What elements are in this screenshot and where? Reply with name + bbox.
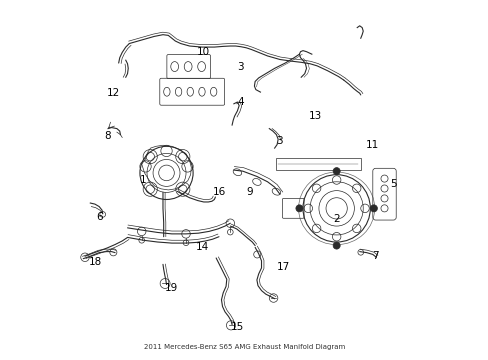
Circle shape bbox=[369, 205, 377, 212]
Text: 6: 6 bbox=[96, 212, 102, 222]
Text: 13: 13 bbox=[308, 111, 322, 121]
Text: 12: 12 bbox=[106, 88, 120, 98]
Text: 16: 16 bbox=[213, 188, 226, 197]
Circle shape bbox=[332, 242, 340, 249]
Text: 7: 7 bbox=[371, 251, 378, 261]
Text: 1: 1 bbox=[140, 175, 146, 185]
Circle shape bbox=[295, 205, 303, 212]
Text: 4: 4 bbox=[237, 97, 244, 107]
Text: 3: 3 bbox=[237, 62, 244, 72]
Text: 15: 15 bbox=[230, 322, 244, 332]
Text: 17: 17 bbox=[276, 262, 289, 272]
Text: 19: 19 bbox=[165, 283, 178, 293]
Circle shape bbox=[332, 168, 340, 175]
Text: 2011 Mercedes-Benz S65 AMG Exhaust Manifold Diagram: 2011 Mercedes-Benz S65 AMG Exhaust Manif… bbox=[143, 344, 345, 350]
Text: 10: 10 bbox=[197, 48, 210, 57]
Text: 2: 2 bbox=[333, 214, 339, 224]
Bar bbox=[276, 158, 361, 170]
Text: 18: 18 bbox=[89, 257, 102, 266]
Text: 5: 5 bbox=[389, 179, 396, 189]
Text: 3: 3 bbox=[276, 136, 283, 146]
Text: 8: 8 bbox=[104, 131, 111, 141]
Text: 9: 9 bbox=[246, 188, 253, 197]
Text: 11: 11 bbox=[365, 140, 378, 149]
Text: 14: 14 bbox=[195, 242, 208, 252]
